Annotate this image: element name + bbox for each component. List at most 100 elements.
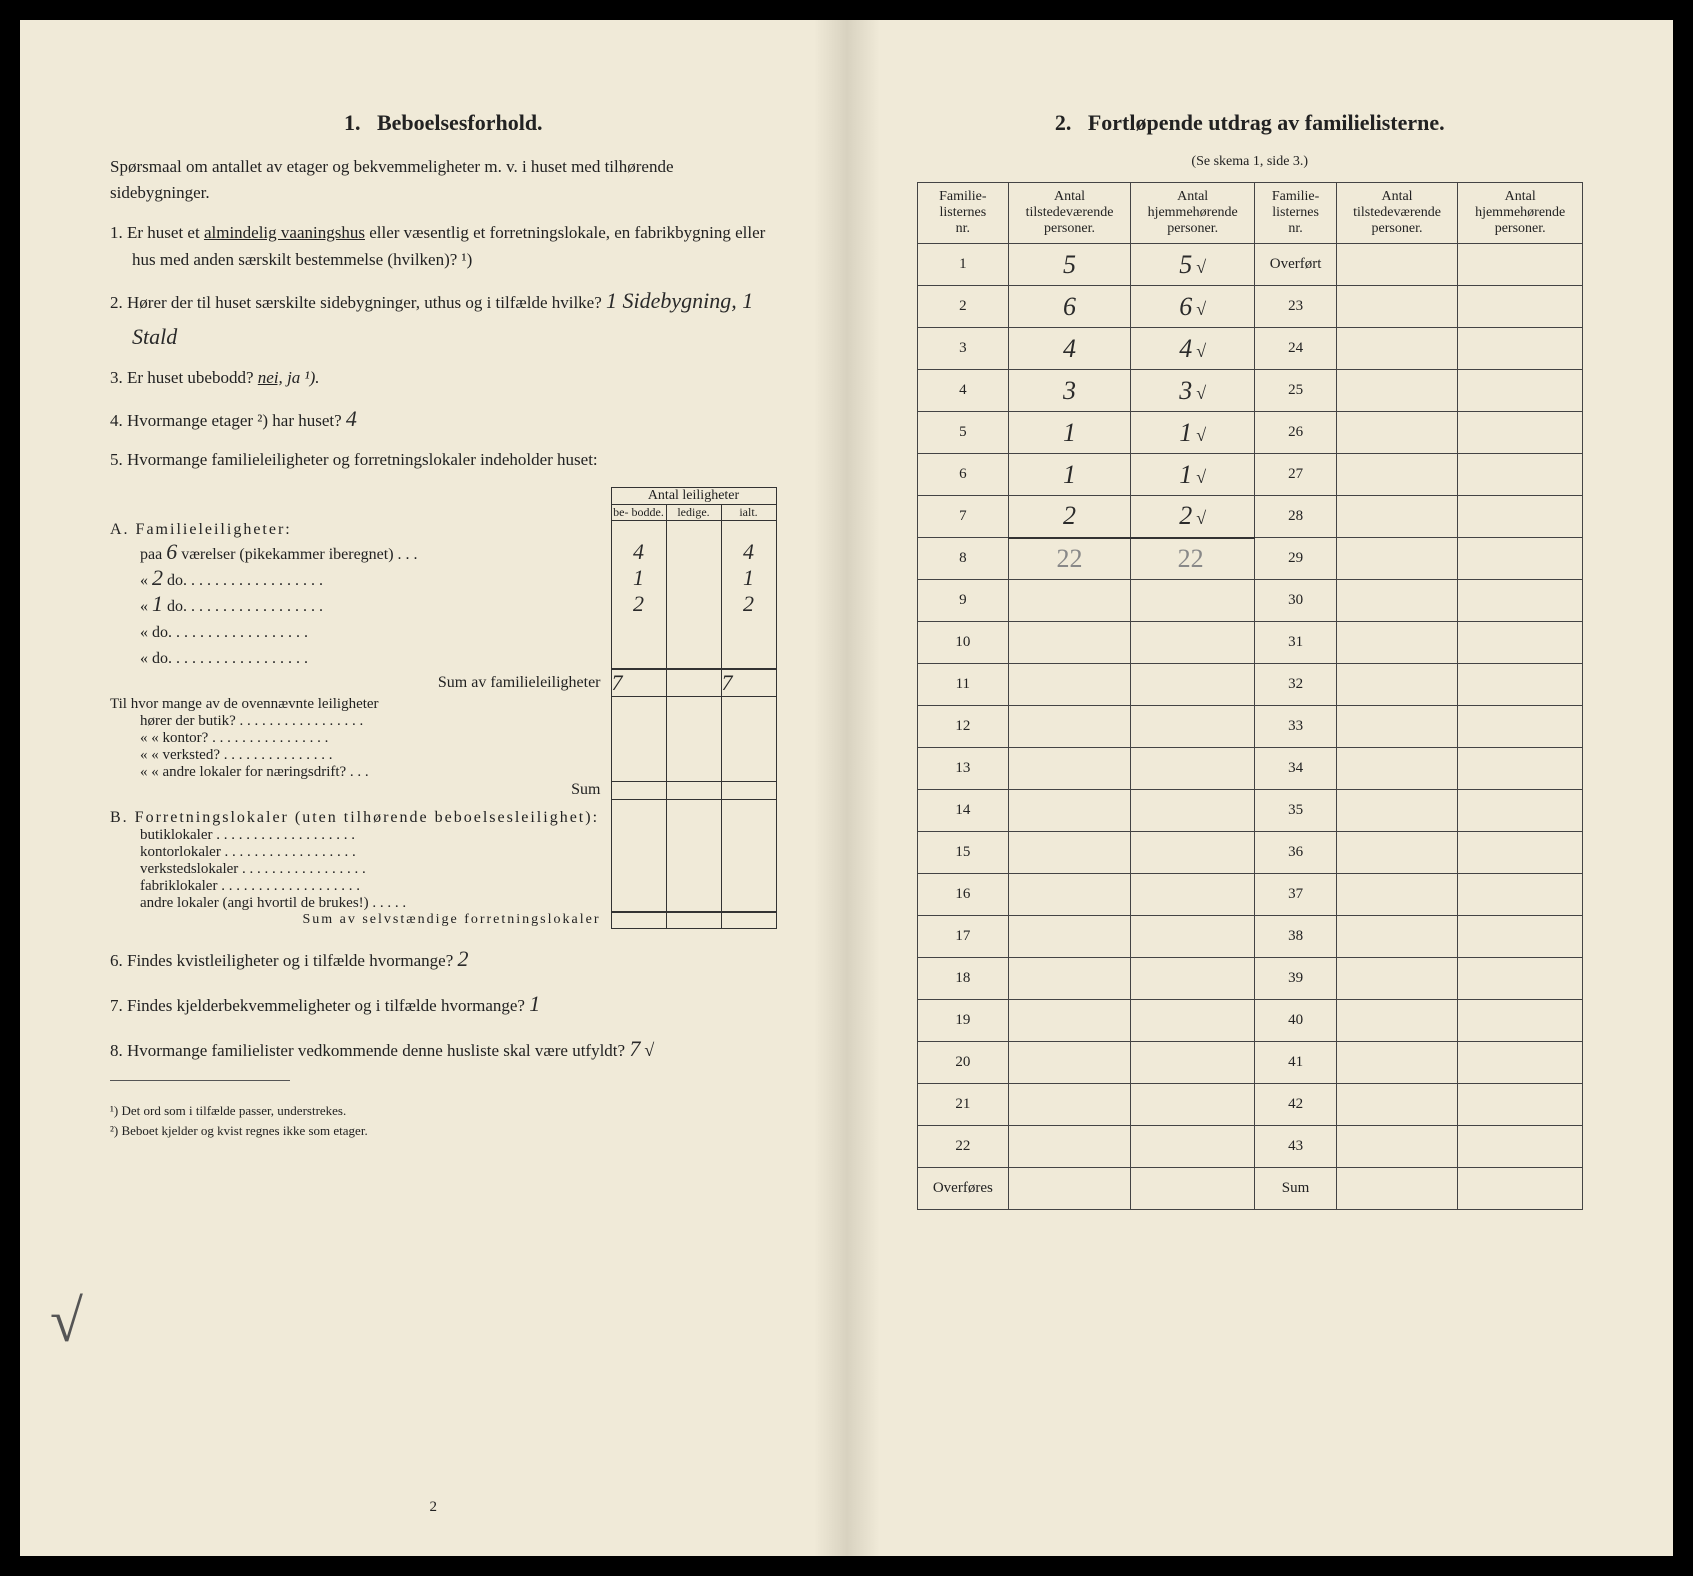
cell-v1 <box>1009 748 1131 790</box>
cell-v2 <box>1130 706 1255 748</box>
cell-n2: 32 <box>1255 664 1336 706</box>
cell-v1: 4 <box>1009 328 1131 370</box>
cell-v1 <box>1009 1000 1131 1042</box>
cell-n2: 30 <box>1255 580 1336 622</box>
cell-n2: 23 <box>1255 286 1336 328</box>
cell-v2: 1√ <box>1130 412 1255 454</box>
q6: 6. Findes kvistleiligheter og i tilfælde… <box>132 941 777 976</box>
cell-v3 <box>1336 874 1458 916</box>
cell-v1 <box>1009 832 1131 874</box>
left-title-num: 1. <box>344 110 361 135</box>
table-row: 21 42 <box>917 1084 1583 1126</box>
mt-header: Antal leiligheter <box>611 488 776 505</box>
q3-ja: ja ¹). <box>287 368 319 387</box>
cell-v1 <box>1009 874 1131 916</box>
cell-n2: 37 <box>1255 874 1336 916</box>
table-header: Antaltilstedeværendepersoner. <box>1009 183 1131 244</box>
cell-v4 <box>1458 286 1583 328</box>
cell-v1 <box>1009 1168 1131 1210</box>
cell-n1: 22 <box>917 1126 1009 1168</box>
secB-row: verkstedslokaler . . . . . . . . . . . .… <box>110 861 776 878</box>
cell-n1: 12 <box>917 706 1009 748</box>
cell-v3 <box>1336 1126 1458 1168</box>
right-title-num: 2. <box>1055 110 1072 135</box>
cell-v4 <box>1458 454 1583 496</box>
cell-n1: 13 <box>917 748 1009 790</box>
cell-v3 <box>1336 538 1458 580</box>
mid-row: hører der butik? . . . . . . . . . . . .… <box>110 713 776 730</box>
cell-v2 <box>1130 916 1255 958</box>
cell-v1 <box>1009 958 1131 1000</box>
cell-v4 <box>1458 958 1583 1000</box>
mt-c2: ledige. <box>666 505 721 521</box>
cell-v4 <box>1458 664 1583 706</box>
q4-text: Hvormange etager ²) har huset? <box>127 411 342 430</box>
cell-v3 <box>1336 832 1458 874</box>
q7-text: Findes kjelderbekvemmeligheter og i tilf… <box>127 996 525 1015</box>
cell-n1: 1 <box>917 244 1009 286</box>
cell-v4 <box>1458 496 1583 538</box>
cell-v4 <box>1458 1126 1583 1168</box>
cell-v4 <box>1458 1000 1583 1042</box>
cell-v4 <box>1458 412 1583 454</box>
secA-row: « do. . . . . . . . . . . . . . . . . . <box>110 643 776 669</box>
cell-n2: 24 <box>1255 328 1336 370</box>
cell-n2: 34 <box>1255 748 1336 790</box>
cell-v2 <box>1130 1084 1255 1126</box>
table-row: 15 36 <box>917 832 1583 874</box>
cell-v4 <box>1458 790 1583 832</box>
cell-n1: 17 <box>917 916 1009 958</box>
cell-n1: 8 <box>917 538 1009 580</box>
table-row: 19 40 <box>917 1000 1583 1042</box>
cell-v2 <box>1130 622 1255 664</box>
cell-v4 <box>1458 538 1583 580</box>
secB-title: B. Forretningslokaler (uten tilhørende b… <box>110 799 611 827</box>
table-header: Familie-listernesnr. <box>917 183 1009 244</box>
cell-v4 <box>1458 874 1583 916</box>
cell-v3 <box>1336 412 1458 454</box>
cell-n2: 33 <box>1255 706 1336 748</box>
table-row: 4 3 3√ 25 <box>917 370 1583 412</box>
secB-row: kontorlokaler . . . . . . . . . . . . . … <box>110 844 776 861</box>
left-title-text: Beboelsesforhold. <box>377 110 543 135</box>
fn2: ²) Beboet kjelder og kvist regnes ikke s… <box>110 1121 777 1141</box>
cell-v4 <box>1458 328 1583 370</box>
cell-v3 <box>1336 496 1458 538</box>
table-row: 2 6 6√ 23 <box>917 286 1583 328</box>
table-row: 9 30 <box>917 580 1583 622</box>
cell-n2: 31 <box>1255 622 1336 664</box>
q2-text: Hører der til huset særskilte sidebygnin… <box>127 293 602 312</box>
question-list: 1. Er huset et almindelig vaaningshus el… <box>110 219 777 473</box>
table-row: 7 2 2√ 28 <box>917 496 1583 538</box>
cell-n2: 39 <box>1255 958 1336 1000</box>
cell-n2: 43 <box>1255 1126 1336 1168</box>
table-row: 1 5 5√ Overført <box>917 244 1583 286</box>
cell-v1 <box>1009 664 1131 706</box>
cell-v2: 3√ <box>1130 370 1255 412</box>
mid-row: « « kontor? . . . . . . . . . . . . . . … <box>110 730 776 747</box>
sumA-label: Sum av familieleiligheter <box>110 669 611 697</box>
secA-row: « 2 do. . . . . . . . . . . . . . . . . … <box>110 565 776 591</box>
cell-n2: Overført <box>1255 244 1336 286</box>
cell-v4 <box>1458 1042 1583 1084</box>
family-table: Familie-listernesnr.Antaltilstedeværende… <box>917 182 1584 1210</box>
table-row: 12 33 <box>917 706 1583 748</box>
cell-v3 <box>1336 790 1458 832</box>
q3: 3. Er huset ubebodd? nei, ja ¹). <box>132 364 777 391</box>
cell-v4 <box>1458 580 1583 622</box>
right-sub: (Se skema 1, side 3.) <box>917 154 1584 170</box>
cell-v1: 1 <box>1009 412 1131 454</box>
cell-v3 <box>1336 1042 1458 1084</box>
cell-n1: 3 <box>917 328 1009 370</box>
secB-row: butiklokaler . . . . . . . . . . . . . .… <box>110 827 776 844</box>
cell-v3 <box>1336 622 1458 664</box>
sumA-3: 7 <box>721 669 776 697</box>
q6-hand: 2 <box>458 946 469 971</box>
cell-v3 <box>1336 370 1458 412</box>
cell-v3 <box>1336 664 1458 706</box>
secA-row: « do. . . . . . . . . . . . . . . . . . <box>110 617 776 643</box>
cell-v4 <box>1458 622 1583 664</box>
mid-row: « « verksted? . . . . . . . . . . . . . … <box>110 747 776 764</box>
footnotes: ¹) Det ord som i tilfælde passer, unders… <box>110 1101 777 1140</box>
page-number: 2 <box>430 1499 438 1516</box>
